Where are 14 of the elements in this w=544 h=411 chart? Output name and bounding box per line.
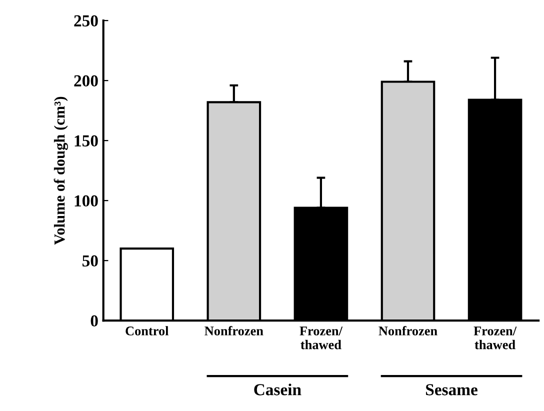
x-tick-label: Frozen/ thawed	[300, 326, 343, 350]
x-tick-label: Control	[126, 326, 169, 336]
y-axis-title: Volume of dough (cm³)	[54, 96, 68, 245]
y-tick-label: 150	[74, 135, 98, 147]
y-tick-label: 50	[82, 255, 98, 267]
text: Casein	[254, 384, 302, 396]
y-tick-label: 0	[90, 315, 98, 327]
y-tick-label: 250	[74, 15, 98, 26]
text: Sesame	[426, 384, 478, 396]
x-tick-label: Frozen/ thawed	[474, 326, 517, 350]
y-tick-label: 200	[74, 75, 98, 87]
x-tick-label: Nonfrozen	[204, 326, 264, 336]
x-tick-label: Nonfrozen	[378, 326, 438, 336]
y-tick-label: 100	[74, 195, 98, 207]
